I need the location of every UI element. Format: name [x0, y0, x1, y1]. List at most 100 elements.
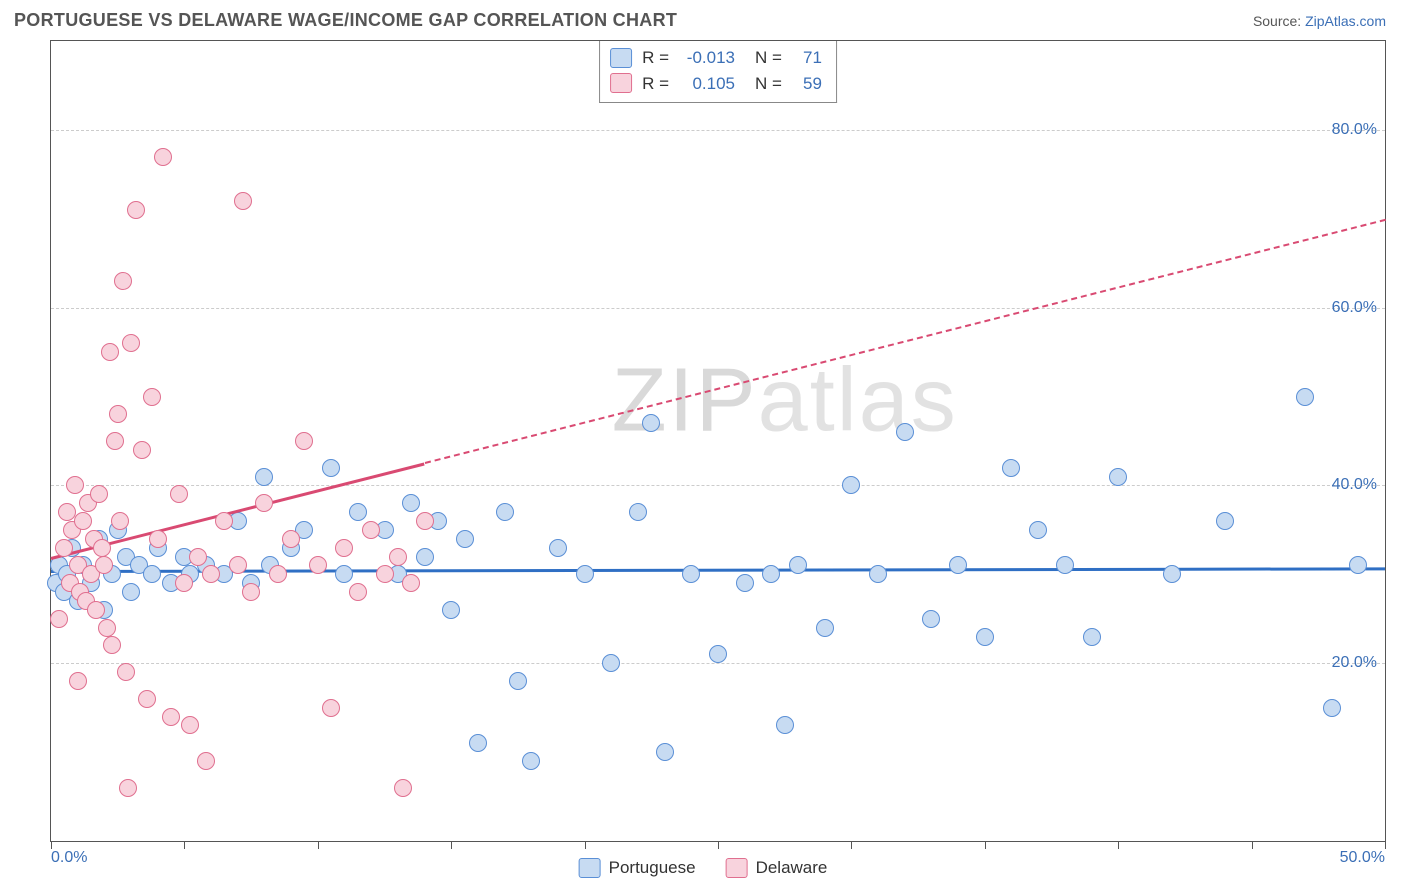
data-point — [1296, 388, 1314, 406]
data-point — [149, 530, 167, 548]
data-point — [93, 539, 111, 557]
data-point — [416, 512, 434, 530]
data-point — [55, 539, 73, 557]
data-point — [362, 521, 380, 539]
legend-row: R =0.105N =59 — [610, 71, 822, 97]
data-point — [90, 485, 108, 503]
chart-plot-area: ZIPatlas R =-0.013N =71R =0.105N =59 20.… — [50, 40, 1386, 842]
gridline-h — [51, 485, 1385, 486]
data-point — [1083, 628, 1101, 646]
legend-n-label: N = — [755, 45, 782, 71]
data-point — [789, 556, 807, 574]
data-point — [1109, 468, 1127, 486]
data-point — [229, 556, 247, 574]
data-point — [143, 565, 161, 583]
data-point — [127, 201, 145, 219]
legend-n-label: N = — [755, 71, 782, 97]
data-point — [154, 148, 172, 166]
y-tick-label: 80.0% — [1332, 121, 1377, 139]
data-point — [335, 565, 353, 583]
data-point — [234, 192, 252, 210]
data-point — [282, 530, 300, 548]
legend-r-value: 0.105 — [679, 71, 735, 97]
data-point — [496, 503, 514, 521]
data-point — [762, 565, 780, 583]
data-point — [269, 565, 287, 583]
x-tick — [1385, 841, 1386, 849]
data-point — [736, 574, 754, 592]
data-point — [175, 574, 193, 592]
data-point — [109, 405, 127, 423]
legend-item: Delaware — [726, 858, 828, 878]
data-point — [309, 556, 327, 574]
data-point — [162, 708, 180, 726]
data-point — [976, 628, 994, 646]
data-point — [549, 539, 567, 557]
y-tick-label: 40.0% — [1332, 476, 1377, 494]
series-legend: Portuguese Delaware — [579, 858, 828, 878]
data-point — [74, 512, 92, 530]
data-point — [111, 512, 129, 530]
data-point — [50, 610, 68, 628]
data-point — [576, 565, 594, 583]
chart-title: PORTUGUESE VS DELAWARE WAGE/INCOME GAP C… — [14, 10, 677, 31]
data-point — [629, 503, 647, 521]
data-point — [335, 539, 353, 557]
legend-r-value: -0.013 — [679, 45, 735, 71]
data-point — [949, 556, 967, 574]
x-tick — [318, 841, 319, 849]
data-point — [98, 619, 116, 637]
x-tick-label: 50.0% — [1340, 849, 1385, 867]
legend-swatch — [579, 858, 601, 878]
x-tick — [1252, 841, 1253, 849]
data-point — [181, 716, 199, 734]
x-tick — [451, 841, 452, 849]
data-point — [1056, 556, 1074, 574]
legend-swatch — [610, 73, 632, 93]
data-point — [114, 272, 132, 290]
data-point — [656, 743, 674, 761]
data-point — [349, 503, 367, 521]
data-point — [143, 388, 161, 406]
x-tick — [718, 841, 719, 849]
data-point — [349, 583, 367, 601]
source-link[interactable]: ZipAtlas.com — [1305, 13, 1386, 29]
data-point — [402, 494, 420, 512]
x-tick — [851, 841, 852, 849]
data-point — [642, 414, 660, 432]
legend-row: R =-0.013N =71 — [610, 45, 822, 71]
data-point — [255, 494, 273, 512]
source-attribution: Source: ZipAtlas.com — [1253, 13, 1386, 29]
data-point — [709, 645, 727, 663]
data-point — [101, 343, 119, 361]
data-point — [682, 565, 700, 583]
x-tick — [985, 841, 986, 849]
correlation-legend-box: R =-0.013N =71R =0.105N =59 — [599, 41, 837, 103]
trend-line — [51, 567, 1385, 573]
data-point — [869, 565, 887, 583]
data-point — [842, 476, 860, 494]
watermark-bold: ZIP — [612, 351, 758, 451]
legend-n-value: 71 — [792, 45, 822, 71]
data-point — [322, 699, 340, 717]
gridline-h — [51, 308, 1385, 309]
legend-r-label: R = — [642, 71, 669, 97]
x-tick — [1118, 841, 1119, 849]
data-point — [133, 441, 151, 459]
data-point — [522, 752, 540, 770]
data-point — [66, 476, 84, 494]
data-point — [1323, 699, 1341, 717]
data-point — [1216, 512, 1234, 530]
gridline-h — [51, 130, 1385, 131]
data-point — [1349, 556, 1367, 574]
data-point — [394, 779, 412, 797]
data-point — [138, 690, 156, 708]
data-point — [416, 548, 434, 566]
legend-item: Portuguese — [579, 858, 696, 878]
data-point — [106, 432, 124, 450]
data-point — [602, 654, 620, 672]
source-prefix: Source: — [1253, 13, 1305, 29]
data-point — [103, 636, 121, 654]
data-point — [509, 672, 527, 690]
data-point — [170, 485, 188, 503]
